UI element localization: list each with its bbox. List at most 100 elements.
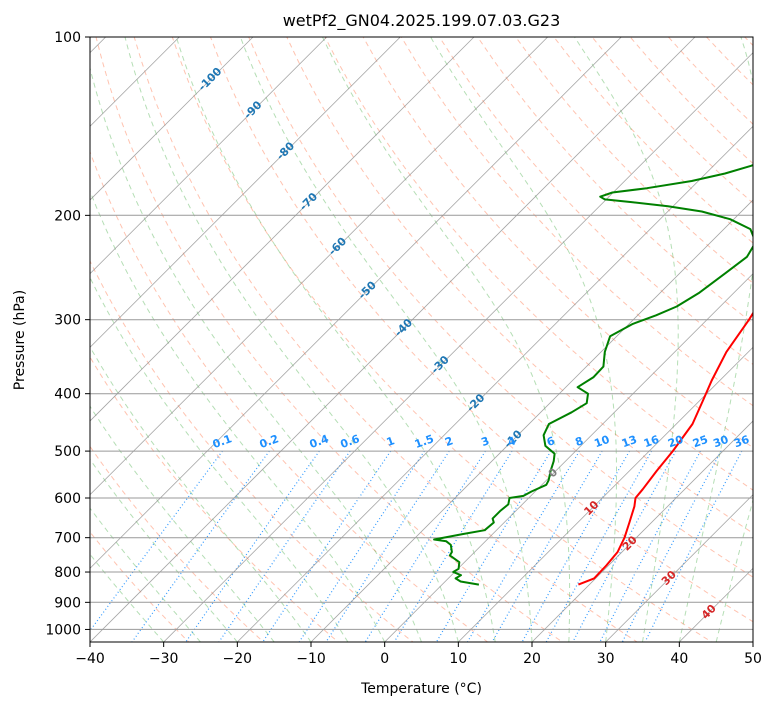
x-tick-label: 40 xyxy=(670,651,688,667)
dry-adiabat xyxy=(705,37,753,86)
moist-adiabat xyxy=(90,345,312,642)
isotherm-line xyxy=(90,37,548,496)
moist-adiabat xyxy=(90,553,165,642)
isotherm-label: -20 xyxy=(464,391,487,414)
dry-adiabat xyxy=(286,37,753,534)
isotherm-line xyxy=(90,37,622,569)
mixing-ratio-label: 8 xyxy=(573,434,585,449)
x-axis: −40 −30 −20 −10 0 10 20 30 40 50 xyxy=(75,642,762,667)
mixing-ratio-label: 1.5 xyxy=(413,432,436,451)
isotherm-line xyxy=(237,125,753,642)
y-tick-label: 900 xyxy=(54,595,81,611)
mixing-ratio-label: 30 xyxy=(711,433,730,451)
mixing-ratio-label: 3 xyxy=(479,434,491,449)
isotherm-line xyxy=(384,273,753,642)
y-tick-label: 500 xyxy=(54,444,81,460)
isotherm-label: 0 xyxy=(546,465,561,480)
mixing-ratio-line xyxy=(90,450,223,632)
isotherm-label: 10 xyxy=(581,498,601,518)
dry-adiabat xyxy=(90,531,190,642)
isotherm-line xyxy=(90,37,696,642)
profile-line xyxy=(578,311,753,586)
dry-adiabat xyxy=(667,37,753,125)
mixing-ratio-line xyxy=(621,450,722,642)
isotherm-label: -90 xyxy=(241,98,264,121)
moist-adiabat xyxy=(90,276,349,642)
isotherm-line xyxy=(163,52,753,642)
isotherm-label: 30 xyxy=(659,568,679,588)
x-tick-label: 0 xyxy=(380,651,389,667)
mixing-ratio-label: 4 xyxy=(506,434,518,449)
mixing-ratio-label: 13 xyxy=(620,433,639,450)
y-axis-title: Pressure (hPa) xyxy=(12,290,28,390)
y-tick-label: 200 xyxy=(54,208,81,224)
mixing-ratio-label: 6 xyxy=(545,434,557,449)
mixing-ratio-line xyxy=(131,450,270,642)
y-tick-label: 100 xyxy=(54,30,81,46)
y-tick-label: 700 xyxy=(54,531,81,547)
mixing-ratio-label: 25 xyxy=(691,433,710,450)
moist-adiabat xyxy=(90,65,422,642)
isotherm-line xyxy=(90,37,401,348)
mixing-ratio-line xyxy=(185,450,320,642)
moist-adiabat xyxy=(322,37,571,642)
mixing-ratio-label: 0.1 xyxy=(211,432,234,451)
mixing-ratio-label: 2 xyxy=(443,434,455,449)
isotherm-line xyxy=(90,37,327,275)
x-axis-title: Temperature (°C) xyxy=(360,681,482,697)
plot-frame xyxy=(89,36,754,643)
isotherm-label: 20 xyxy=(620,533,640,553)
dry-adiabat xyxy=(477,37,753,325)
profile-line xyxy=(433,164,753,586)
mixing-ratio-line xyxy=(364,450,486,642)
moist-adiabat xyxy=(90,507,201,642)
isotherm-line xyxy=(90,37,475,422)
moist-adiabat xyxy=(124,37,459,642)
dry-adiabat xyxy=(553,37,753,244)
dry-adiabat xyxy=(515,37,753,284)
x-tick-label: −20 xyxy=(223,651,253,667)
moist-adiabat xyxy=(239,37,533,642)
isotherm-line xyxy=(531,420,753,642)
dry-adiabat xyxy=(90,445,265,642)
isotherm-line xyxy=(310,199,753,642)
moist-adiabat xyxy=(90,405,275,642)
mixing-ratio-line xyxy=(644,450,743,642)
mixing-ratio-label: 20 xyxy=(666,433,685,451)
isotherm-line xyxy=(605,494,753,642)
y-tick-label: 600 xyxy=(54,491,81,507)
x-tick-label: 20 xyxy=(523,651,541,667)
isotherm-label: -100 xyxy=(196,65,225,94)
mixing-ratio-label: 1 xyxy=(385,434,397,449)
isotherm-line xyxy=(752,641,753,642)
dry-adiabat xyxy=(90,150,489,642)
dry-adiabat xyxy=(209,37,753,623)
mixing-ratio-line xyxy=(325,450,450,642)
mixing-ratio-label: 0.4 xyxy=(308,432,331,451)
dry-adiabat xyxy=(400,37,753,407)
dry-adiabat xyxy=(756,10,775,645)
mixing-ratio-label: 16 xyxy=(642,433,661,451)
moist-adiabat xyxy=(678,37,753,642)
mixing-ratio-line xyxy=(599,450,702,642)
line-labels: -100-90-80-70-60-50-40-30-20-10010203040… xyxy=(196,65,752,622)
x-tick-label: 10 xyxy=(449,651,467,667)
moist-adiabat xyxy=(715,498,753,642)
x-tick-label: −30 xyxy=(149,651,179,667)
grid-lines xyxy=(90,37,753,642)
isotherm-line xyxy=(679,567,753,642)
sounding-profiles xyxy=(433,164,753,586)
y-tick-label: 1000 xyxy=(45,622,81,638)
chart-title: wetPf2_GN04.2025.199.07.03.G23 xyxy=(283,11,561,31)
moist-adiabat xyxy=(430,37,617,642)
y-tick-label: 300 xyxy=(54,313,81,329)
y-axis: 100 200 300 400 500 600 700 800 900 1000 xyxy=(45,30,90,638)
moist-adiabat xyxy=(175,37,496,642)
isotherm-line xyxy=(90,37,254,201)
isotherm-line xyxy=(458,346,753,642)
mixing-ratio-line xyxy=(466,450,580,642)
x-tick-label: −40 xyxy=(75,651,105,667)
y-tick-label: 800 xyxy=(54,565,81,581)
mixing-ratio-line xyxy=(393,450,513,642)
